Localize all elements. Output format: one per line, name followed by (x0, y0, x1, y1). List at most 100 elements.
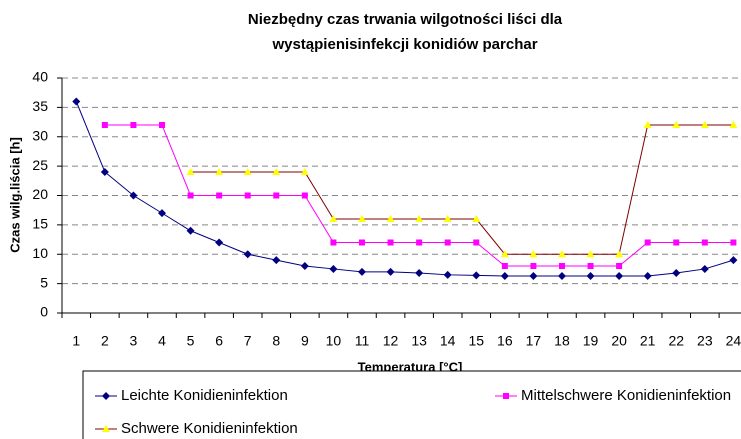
point (586, 271, 595, 280)
point (644, 239, 651, 246)
point (673, 239, 680, 246)
point (557, 250, 566, 258)
point (357, 267, 366, 276)
point (530, 263, 537, 269)
point (586, 250, 595, 258)
point (643, 121, 652, 128)
point (329, 264, 338, 273)
point (301, 192, 308, 199)
legend-label: Schwere Konidieninfektion (121, 420, 298, 437)
point (158, 122, 165, 128)
point (273, 192, 280, 199)
legend-marker (503, 393, 509, 399)
point (329, 215, 338, 222)
x-tick-label: 20 (611, 333, 627, 349)
point (529, 271, 538, 280)
point (129, 191, 138, 200)
point (186, 226, 195, 235)
point (415, 269, 424, 278)
x-tick-label: 10 (326, 333, 342, 349)
point (700, 121, 709, 128)
point (473, 239, 480, 246)
point (615, 271, 624, 280)
point (216, 192, 223, 199)
x-tick-label: 5 (187, 333, 195, 349)
x-tick-label: 3 (130, 333, 138, 349)
point (187, 192, 194, 199)
point (472, 215, 481, 222)
x-tick-label: 17 (526, 333, 542, 349)
point (558, 263, 565, 269)
x-tick-label: 18 (554, 333, 570, 349)
point (386, 215, 395, 222)
x-tick-label: 9 (301, 333, 309, 349)
x-tick-label: 2 (101, 333, 109, 349)
y-tick-label: 20 (32, 186, 48, 202)
x-tick-label: 15 (468, 333, 484, 349)
point (416, 239, 423, 246)
point (415, 215, 424, 222)
legend-label: Leichte Konidieninfektion (121, 387, 288, 404)
point (557, 271, 566, 280)
x-tick-label: 19 (583, 333, 599, 349)
y-tick-label: 10 (32, 245, 48, 261)
x-tick-label: 22 (668, 333, 684, 349)
point (386, 267, 395, 276)
y-tick-label: 40 (32, 69, 48, 85)
point (529, 250, 538, 258)
point (215, 168, 224, 175)
point (616, 263, 623, 269)
y-tick-label: 15 (32, 216, 48, 232)
point (100, 168, 109, 176)
point (729, 121, 738, 128)
point (300, 168, 309, 175)
point (701, 239, 708, 246)
y-tick-label: 0 (40, 304, 48, 320)
point (101, 122, 108, 128)
series-line (190, 124, 734, 255)
point (672, 121, 681, 128)
point (358, 239, 365, 246)
point (472, 271, 481, 280)
point (130, 122, 137, 128)
x-tick-label: 13 (411, 333, 427, 349)
point (387, 239, 394, 246)
point (615, 250, 624, 258)
point (243, 250, 252, 259)
x-tick-label: 8 (272, 333, 280, 349)
x-tick-label: 4 (158, 333, 166, 349)
legend-label: Mittelschwere Konidieninfektion (521, 387, 731, 404)
legend-box (82, 370, 741, 439)
point (300, 262, 309, 270)
point (672, 269, 681, 278)
x-tick-label: 16 (497, 333, 513, 349)
series-line (75, 101, 734, 277)
x-tick-label: 1 (72, 333, 80, 349)
point (730, 239, 737, 246)
point (186, 168, 195, 175)
point (443, 215, 452, 222)
point (72, 97, 81, 106)
point (501, 263, 508, 269)
point (443, 270, 452, 279)
point (700, 264, 709, 273)
x-tick-label: 12 (383, 333, 399, 349)
x-tick-label: 14 (440, 333, 456, 349)
y-tick-label: 5 (40, 274, 48, 290)
point (444, 239, 451, 246)
chart-title: Niezbędny czas trwania wilgotności liści… (248, 11, 563, 28)
point (500, 250, 509, 258)
y-tick-label: 30 (32, 127, 48, 143)
point (272, 168, 281, 175)
legend-marker (102, 425, 110, 432)
point (215, 238, 224, 247)
x-tick-label: 7 (244, 333, 252, 349)
point (643, 271, 652, 280)
point (244, 192, 251, 199)
x-tick-label: 21 (640, 333, 656, 349)
y-tick-label: 25 (32, 157, 48, 173)
point (243, 168, 252, 175)
x-tick-label: 11 (355, 333, 370, 349)
point (272, 256, 281, 265)
chart-title: wystąpienisinfekcji konidiów parchar (271, 36, 537, 53)
